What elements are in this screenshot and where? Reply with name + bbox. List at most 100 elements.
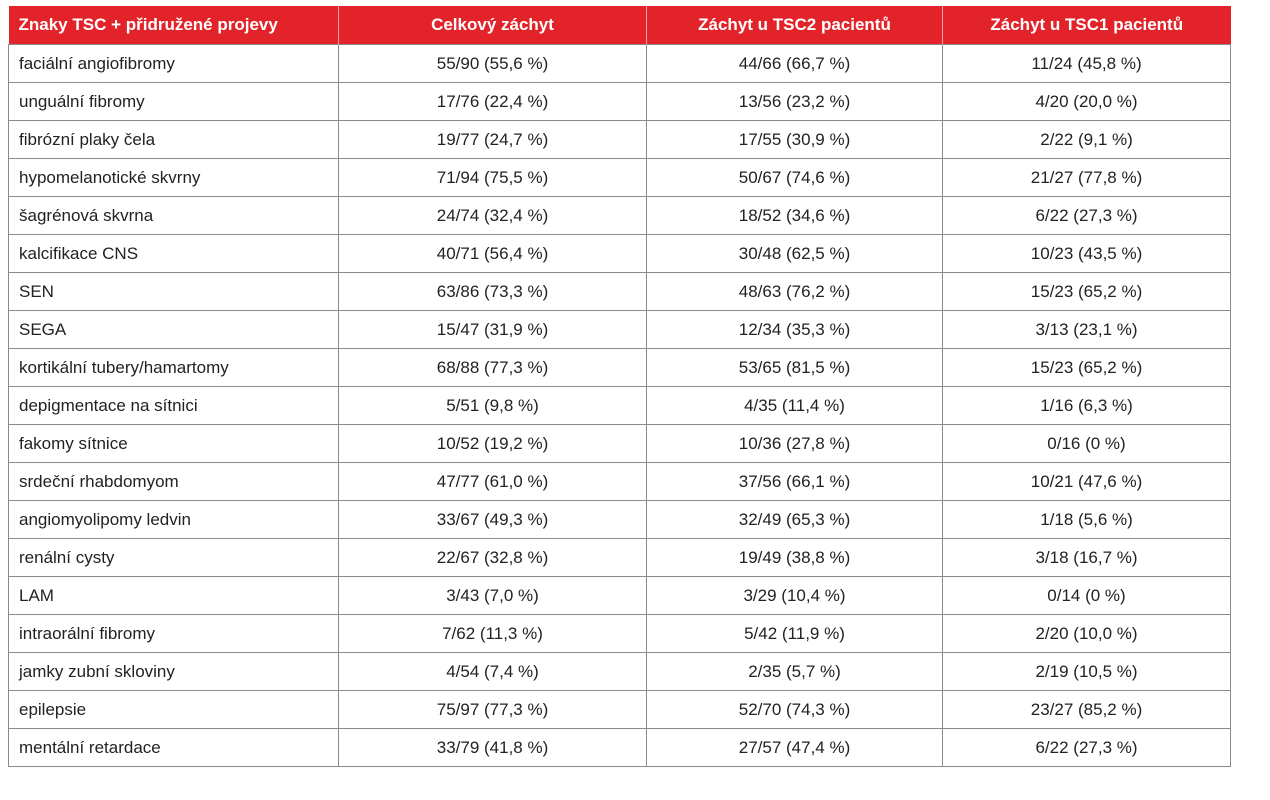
cell-feature: angiomyolipomy ledvin [8,500,339,539]
cell-tsc1: 11/24 (45,8 %) [942,44,1231,83]
cell-tsc2: 13/56 (23,2 %) [646,82,943,121]
cell-total: 47/77 (61,0 %) [338,462,647,501]
cell-feature: mentální retardace [8,728,339,767]
cell-total: 15/47 (31,9 %) [338,310,647,349]
cell-tsc2: 32/49 (65,3 %) [646,500,943,539]
cell-total: 7/62 (11,3 %) [338,614,647,653]
cell-feature: hypomelanotické skvrny [8,158,339,197]
cell-tsc1: 23/27 (85,2 %) [942,690,1231,729]
cell-tsc1: 6/22 (27,3 %) [942,196,1231,235]
cell-feature: srdeční rhabdomyom [8,462,339,501]
cell-total: 4/54 (7,4 %) [338,652,647,691]
cell-tsc1: 2/20 (10,0 %) [942,614,1231,653]
table-row: intraorální fibromy 7/62 (11,3 %) 5/42 (11… [8,614,1231,653]
cell-tsc1: 15/23 (65,2 %) [942,272,1231,311]
cell-tsc1: 1/16 (6,3 %) [942,386,1231,425]
header-cell-total: Celkový záchyt [338,6,647,45]
cell-tsc1: 21/27 (77,8 %) [942,158,1231,197]
cell-tsc2: 5/42 (11,9 %) [646,614,943,653]
cell-total: 68/88 (77,3 %) [338,348,647,387]
tsc-findings-table: Znaky TSC + přidružené projevy Celkový z… [8,6,1231,767]
cell-tsc1: 15/23 (65,2 %) [942,348,1231,387]
table-row: unguální fibromy 17/76 (22,4 %) 13/56 (23,… [8,82,1231,121]
cell-total: 10/52 (19,2 %) [338,424,647,463]
cell-tsc2: 12/34 (35,3 %) [646,310,943,349]
data-table-container: Znaky TSC + přidružené projevy Celkový z… [8,6,1231,767]
cell-feature: fibrózní plaky čela [8,120,339,159]
cell-feature: jamky zubní skloviny [8,652,339,691]
cell-tsc2: 52/70 (74,3 %) [646,690,943,729]
cell-tsc2: 2/35 (5,7 %) [646,652,943,691]
cell-tsc2: 27/57 (47,4 %) [646,728,943,767]
cell-tsc2: 19/49 (38,8 %) [646,538,943,577]
cell-tsc1: 2/19 (10,5 %) [942,652,1231,691]
table-row: angiomyolipomy ledvin 33/67 (49,3 %) 32/49… [8,500,1231,539]
cell-tsc1: 10/21 (47,6 %) [942,462,1231,501]
cell-total: 33/67 (49,3 %) [338,500,647,539]
table-row: fakomy sítnice 10/52 (19,2 %) 10/36 (27,8 … [8,424,1231,463]
cell-tsc1: 3/18 (16,7 %) [942,538,1231,577]
cell-feature: fakomy sítnice [8,424,339,463]
table-row: LAM 3/43 (7,0 %) 3/29 (10,4 %) 0/14 (0 %) [8,576,1231,615]
cell-feature: kortikální tubery/hamartomy [8,348,339,387]
cell-total: 17/76 (22,4 %) [338,82,647,121]
cell-feature: faciální angiofibromy [8,44,339,83]
cell-total: 3/43 (7,0 %) [338,576,647,615]
table-body: faciální angiofibromy 55/90 (55,6 %) 44/66… [8,44,1231,767]
table-row: kalcifikace CNS 40/71 (56,4 %) 30/48 (62,5… [8,234,1231,273]
table-row: šagrénová skvrna 24/74 (32,4 %) 18/52 (34,… [8,196,1231,235]
table-header: Znaky TSC + přidružené projevy Celkový z… [8,6,1231,45]
cell-total: 55/90 (55,6 %) [338,44,647,83]
cell-total: 40/71 (56,4 %) [338,234,647,273]
cell-tsc1: 2/22 (9,1 %) [942,120,1231,159]
cell-feature: SEGA [8,310,339,349]
table-row: kortikální tubery/hamartomy 68/88 (77,3 %… [8,348,1231,387]
cell-tsc1: 1/18 (5,6 %) [942,500,1231,539]
table-row: depigmentace na sítnici 5/51 (9,8 %) 4/35 … [8,386,1231,425]
header-cell-tsc2: Záchyt u TSC2 pacientů [646,6,943,45]
cell-tsc2: 37/56 (66,1 %) [646,462,943,501]
cell-tsc2: 30/48 (62,5 %) [646,234,943,273]
table-row: mentální retardace 33/79 (41,8 %) 27/57 (4… [8,728,1231,767]
table-row: hypomelanotické skvrny 71/94 (75,5 %) 50/6… [8,158,1231,197]
cell-tsc2: 44/66 (66,7 %) [646,44,943,83]
cell-tsc2: 3/29 (10,4 %) [646,576,943,615]
header-cell-tsc1: Záchyt u TSC1 pacientů [942,6,1231,45]
cell-tsc2: 53/65 (81,5 %) [646,348,943,387]
cell-tsc1: 4/20 (20,0 %) [942,82,1231,121]
header-cell-feature: Znaky TSC + přidružené projevy [8,6,339,45]
cell-tsc2: 48/63 (76,2 %) [646,272,943,311]
cell-tsc1: 6/22 (27,3 %) [942,728,1231,767]
cell-feature: SEN [8,272,339,311]
cell-tsc1: 3/13 (23,1 %) [942,310,1231,349]
cell-total: 24/74 (32,4 %) [338,196,647,235]
cell-feature: epilepsie [8,690,339,729]
cell-tsc1: 0/16 (0 %) [942,424,1231,463]
cell-total: 22/67 (32,8 %) [338,538,647,577]
cell-feature: unguální fibromy [8,82,339,121]
cell-feature: depigmentace na sítnici [8,386,339,425]
header-row: Znaky TSC + přidružené projevy Celkový z… [8,6,1231,45]
cell-feature: intraorální fibromy [8,614,339,653]
cell-total: 5/51 (9,8 %) [338,386,647,425]
table-row: epilepsie 75/97 (77,3 %) 52/70 (74,3 %) 23/… [8,690,1231,729]
cell-feature: šagrénová skvrna [8,196,339,235]
cell-total: 19/77 (24,7 %) [338,120,647,159]
cell-tsc2: 4/35 (11,4 %) [646,386,943,425]
cell-tsc1: 10/23 (43,5 %) [942,234,1231,273]
table-row: SEN 63/86 (73,3 %) 48/63 (76,2 %) 15/23 (65… [8,272,1231,311]
cell-tsc2: 10/36 (27,8 %) [646,424,943,463]
cell-tsc2: 18/52 (34,6 %) [646,196,943,235]
table-row: jamky zubní skloviny 4/54 (7,4 %) 2/35 (5,… [8,652,1231,691]
cell-total: 33/79 (41,8 %) [338,728,647,767]
table-row: renální cysty 22/67 (32,8 %) 19/49 (38,8 %… [8,538,1231,577]
cell-tsc2: 17/55 (30,9 %) [646,120,943,159]
table-row: SEGA 15/47 (31,9 %) 12/34 (35,3 %) 3/13 (23… [8,310,1231,349]
cell-total: 75/97 (77,3 %) [338,690,647,729]
cell-tsc1: 0/14 (0 %) [942,576,1231,615]
cell-total: 71/94 (75,5 %) [338,158,647,197]
cell-feature: renální cysty [8,538,339,577]
cell-feature: LAM [8,576,339,615]
cell-tsc2: 50/67 (74,6 %) [646,158,943,197]
table-row: fibrózní plaky čela 19/77 (24,7 %) 17/55 (… [8,120,1231,159]
